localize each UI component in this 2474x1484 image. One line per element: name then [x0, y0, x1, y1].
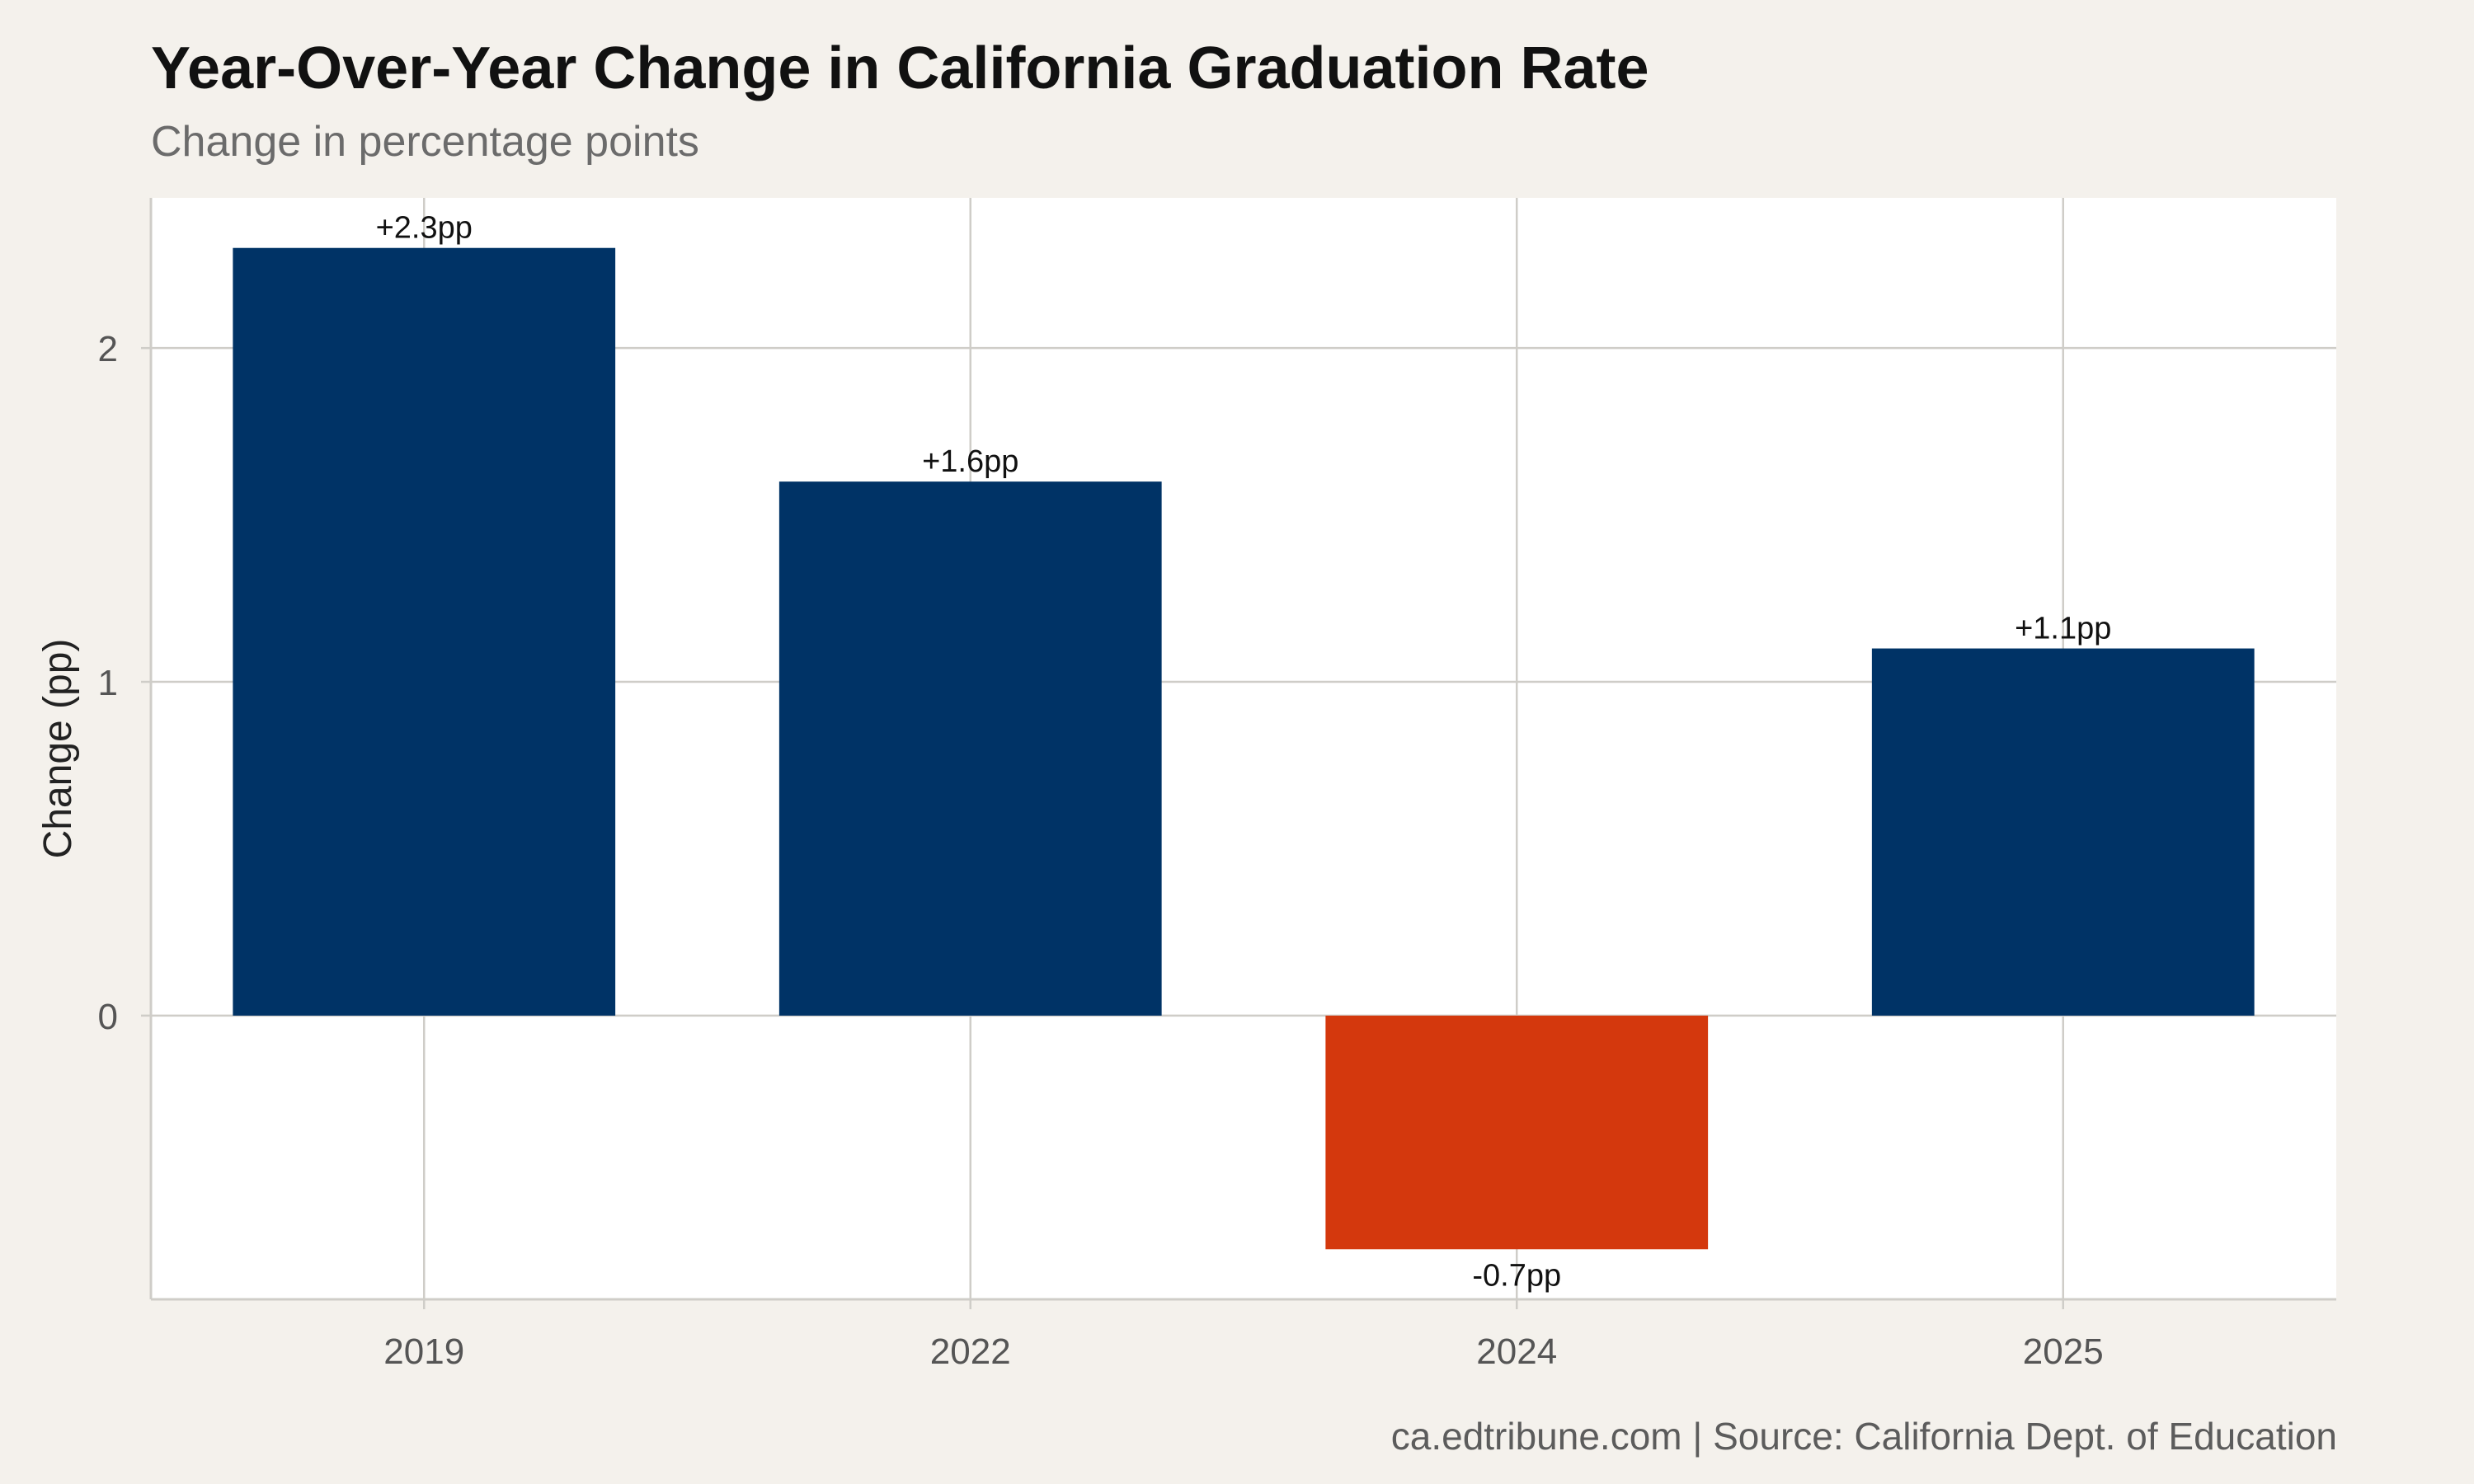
x-tick-label: 2019: [383, 1331, 464, 1372]
chart-title: Year-Over-Year Change in California Grad…: [151, 35, 1649, 101]
data-label-2022: +1.6pp: [922, 444, 1018, 479]
bar-2022: [778, 481, 1162, 1016]
y-axis-title: Change (pp): [36, 639, 80, 859]
data-label-2025: +1.1pp: [2015, 612, 2111, 646]
y-tick-label: 2: [98, 329, 118, 369]
y-tick-label: 1: [98, 663, 118, 703]
data-label-2019: +2.3pp: [376, 211, 473, 246]
data-label-2024: -0.7pp: [1472, 1258, 1561, 1293]
bar-2019: [233, 247, 616, 1016]
source-caption: ca.edtribune.com | Source: California De…: [1390, 1415, 2337, 1458]
y-tick-label: 0: [98, 997, 118, 1037]
bars: [233, 247, 2255, 1250]
x-tick-label: 2024: [1476, 1331, 1557, 1372]
x-tick-label: 2022: [930, 1331, 1011, 1372]
labels: +2.3pp +1.6pp -0.7pp +1.1pp: [376, 211, 2112, 1294]
x-tick-label: 2025: [2023, 1331, 2104, 1372]
bar-2025: [1871, 648, 2255, 1016]
bar-2024: [1325, 1015, 1709, 1250]
axes: 0 1 2 2019 2022 2024 2025: [98, 198, 2336, 1372]
chart-subtitle: Change in percentage points: [151, 118, 699, 166]
